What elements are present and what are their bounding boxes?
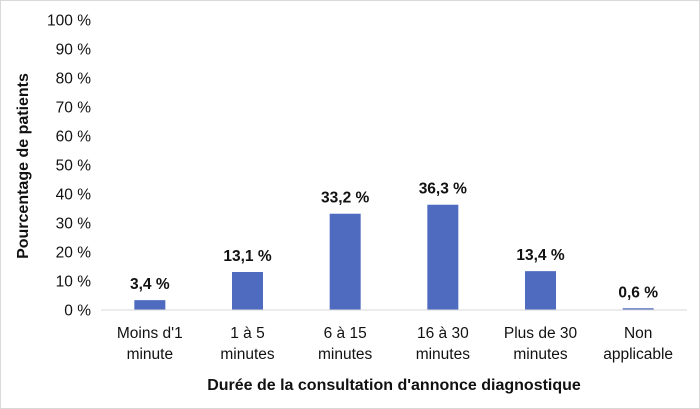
x-tick-label: 16 à 30 minutes [416,325,471,363]
data-label: 0,6 % [618,284,658,301]
y-tick-label: 80 % [56,71,92,88]
y-axis-ticks: 0 % 10 % 20 % 30 % 40 % 50 % 60 % 70 % 80 % 90 % 1… [47,13,91,320]
bar [134,300,166,310]
y-tick-label: 100 % [47,13,91,30]
bars [134,204,654,310]
bar [525,271,556,310]
bar [622,308,654,310]
x-axis-title: Durée de la consultation d'annonce diagn… [207,377,581,394]
data-label: 13,1 % [223,248,271,265]
y-tick-label: 0 % [64,303,91,320]
x-axis-ticks: Moins d'1 minute 1 à 5 minutes 6 à 15 minutes… [117,325,673,363]
x-tick-label: Moins d'1 minute [117,325,183,363]
bar [232,272,263,310]
y-tick-label: 50 % [56,158,92,175]
x-tick-label: Non applicable [603,325,673,363]
y-tick-label: 90 % [56,42,92,59]
y-tick-label: 70 % [56,100,92,117]
y-tick-label: 30 % [56,216,92,233]
data-label: 13,4 % [516,247,564,264]
y-tick-label: 60 % [56,129,92,146]
y-tick-label: 40 % [56,187,92,204]
data-label: 33,2 % [321,190,369,207]
y-tick-label: 10 % [56,274,92,291]
bar [329,213,361,310]
data-label: 36,3 % [419,181,467,198]
x-tick-label: Plus de 30 minutes [504,325,578,363]
bar [427,204,459,310]
y-tick-label: 20 % [56,245,92,262]
x-tick-label: 1 à 5 minutes [220,325,275,363]
x-tick-label: 6 à 15 minutes [318,325,373,363]
y-axis-title: Pourcentage de patients [15,73,32,259]
data-labels: 3,4 % 13,1 % 33,2 % 36,3 % 13,4 % 0,6 % [130,181,658,302]
data-label: 3,4 % [130,276,170,293]
